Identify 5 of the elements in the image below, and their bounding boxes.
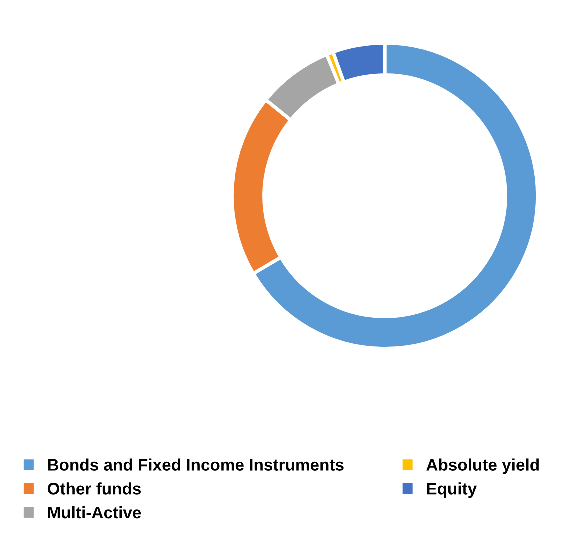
legend-label: Multi-Active <box>48 506 142 519</box>
legend-label: Equity <box>427 482 478 498</box>
legend-label: Other funds <box>48 482 142 495</box>
legend-label: Absolute yield <box>426 458 539 474</box>
legend-label: Bonds and Fixed Income Instruments <box>48 458 344 471</box>
